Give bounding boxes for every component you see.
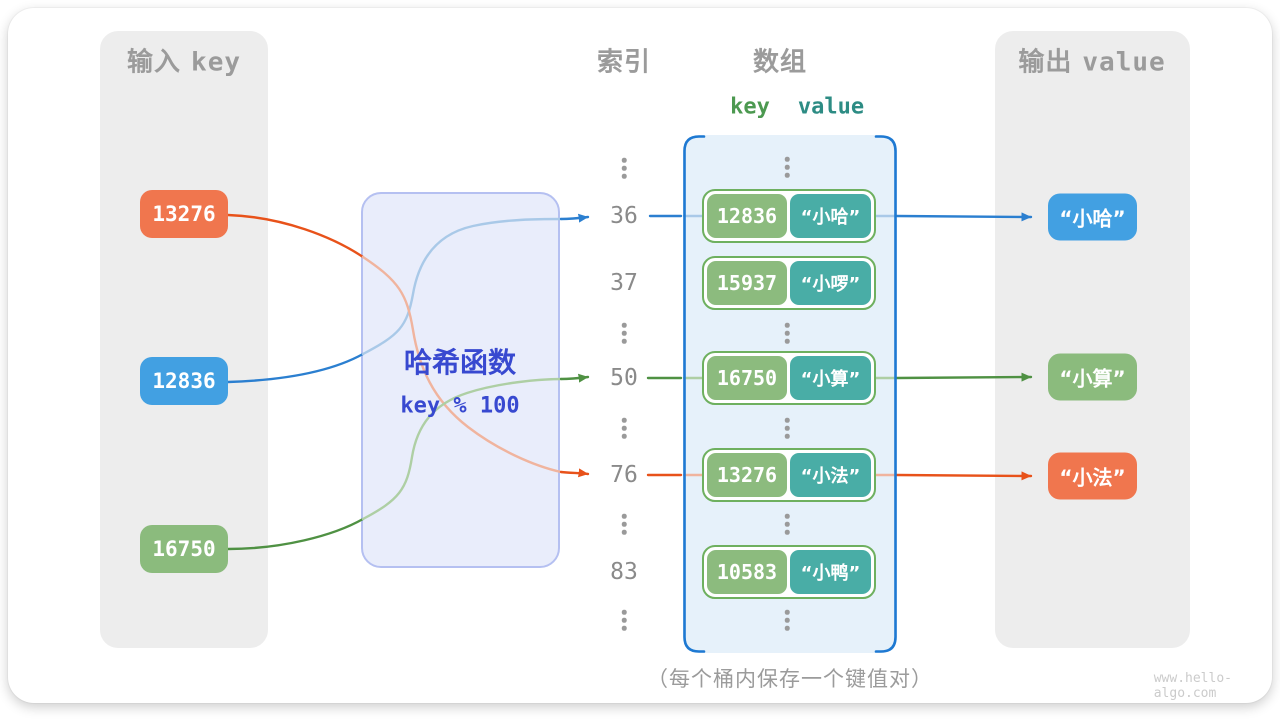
input-panel-title-en: key bbox=[191, 47, 242, 78]
bucket-key-13276: 13276 bbox=[707, 453, 787, 497]
index-83: 83 bbox=[610, 559, 638, 585]
array-column-title: 数组 bbox=[752, 47, 808, 78]
output-panel-title: 输出 value bbox=[1018, 42, 1165, 79]
output-panel-title-en: value bbox=[1082, 47, 1166, 78]
ellipsis-icon bbox=[621, 417, 627, 439]
input-panel-title-cn: 输入 bbox=[126, 47, 181, 78]
ellipsis-icon bbox=[784, 322, 790, 344]
bucket-pill-37: 15937 “小啰” bbox=[702, 256, 876, 310]
ellipsis-icon bbox=[784, 156, 790, 178]
bucket-key-10583: 10583 bbox=[707, 550, 787, 594]
bucket-pill-36: 12836 “小哈” bbox=[702, 189, 876, 243]
output-value-panel bbox=[995, 31, 1190, 648]
bucket-pill-83: 10583 “小鸭” bbox=[702, 545, 876, 599]
bucket-pill-50: 16750 “小算” bbox=[702, 351, 876, 405]
ellipsis-icon bbox=[621, 609, 627, 631]
bucket-value-xiaofa: “小法” bbox=[790, 453, 871, 497]
ellipsis-icon bbox=[784, 609, 790, 631]
bucket-value-xiaosuan: “小算” bbox=[790, 356, 871, 400]
input-panel-title: 输入 key bbox=[127, 42, 241, 79]
bucket-key-15937: 15937 bbox=[707, 261, 787, 305]
bucket-key-12836: 12836 bbox=[707, 194, 787, 238]
bucket-pill-76: 13276 “小法” bbox=[702, 448, 876, 502]
bucket-value-xiaoya: “小鸭” bbox=[790, 550, 871, 594]
index-column-title: 索引 bbox=[596, 47, 652, 78]
bucket-caption: （每个桶内保存一个键值对） bbox=[647, 667, 933, 691]
ellipsis-icon bbox=[621, 513, 627, 535]
input-key-box-16750: 16750 bbox=[140, 525, 228, 573]
output-box-xiaofa: “小法” bbox=[1048, 452, 1137, 500]
bucket-value-xiaoha: “小哈” bbox=[790, 194, 871, 238]
ellipsis-icon bbox=[621, 157, 627, 179]
bucket-value-label: value bbox=[797, 94, 865, 120]
output-panel-title-cn: 输出 bbox=[1018, 47, 1073, 78]
input-key-box-13276: 13276 bbox=[140, 190, 228, 238]
hash-function-formula: key % 100 bbox=[400, 393, 520, 419]
index-36: 36 bbox=[610, 203, 638, 229]
bucket-key-label: key bbox=[730, 94, 770, 120]
bucket-value-xiaoluo: “小啰” bbox=[790, 261, 871, 305]
index-50: 50 bbox=[610, 365, 638, 391]
output-box-xiaosuan: “小算” bbox=[1048, 353, 1137, 401]
index-37: 37 bbox=[610, 270, 638, 296]
hash-function-title: 哈希函数 bbox=[403, 346, 517, 379]
ellipsis-icon bbox=[784, 417, 790, 439]
ellipsis-icon bbox=[621, 322, 627, 344]
input-key-box-12836: 12836 bbox=[140, 357, 228, 405]
ellipsis-icon bbox=[784, 513, 790, 535]
watermark: www.hello-algo.com bbox=[1153, 671, 1232, 701]
output-box-xiaoha: “小哈” bbox=[1048, 193, 1137, 241]
bucket-key-16750: 16750 bbox=[707, 356, 787, 400]
index-76: 76 bbox=[610, 462, 638, 488]
